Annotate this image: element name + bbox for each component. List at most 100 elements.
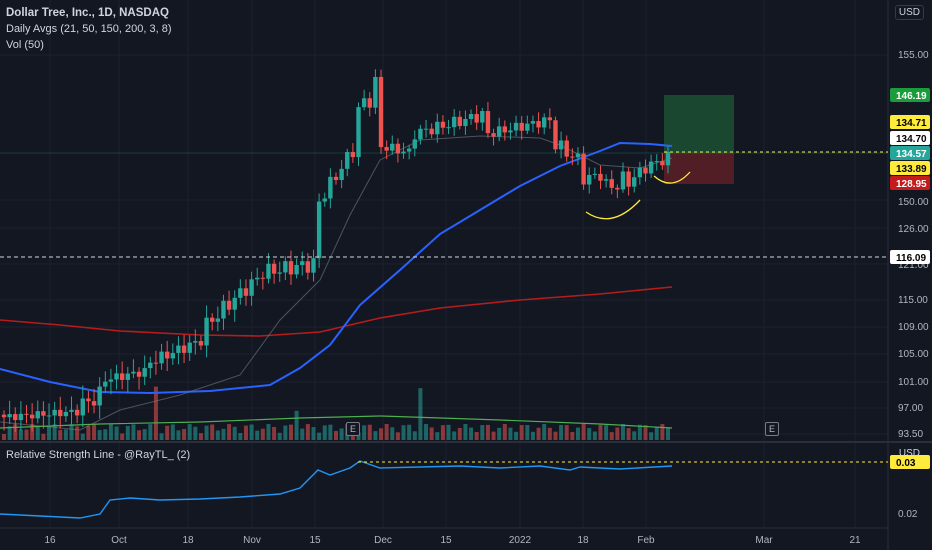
- candle-body: [632, 177, 637, 187]
- candle-body: [446, 127, 451, 129]
- candle-body: [328, 176, 333, 199]
- volume-bar: [452, 431, 457, 440]
- volume-legend[interactable]: Vol (50): [6, 39, 44, 51]
- candle-body: [114, 373, 119, 380]
- candle-body: [587, 174, 592, 185]
- candle-body: [536, 121, 541, 128]
- candle-body: [480, 111, 485, 123]
- volume-bar: [165, 425, 170, 440]
- price-axis-label: 109.00: [898, 322, 929, 333]
- volume-bar: [159, 433, 164, 440]
- volume-bar: [649, 432, 654, 440]
- rsl-legend[interactable]: Relative Strength Line - @RayTL_ (2): [6, 449, 191, 461]
- candle-body: [277, 272, 282, 274]
- volume-bar: [502, 424, 507, 440]
- volume-bar: [362, 425, 367, 440]
- volume-bar: [474, 431, 479, 440]
- volume-bar: [654, 427, 659, 440]
- price-axis-label: 97.00: [898, 403, 923, 414]
- rsl-axis-label: 0.02: [898, 509, 918, 520]
- volume-bar: [637, 424, 642, 440]
- symbol-title[interactable]: Dollar Tree, Inc., 1D, NASDAQ: [6, 7, 169, 19]
- candle-body: [35, 411, 40, 419]
- volume-bar: [440, 425, 445, 440]
- candle-body: [609, 179, 614, 188]
- volume-bar: [553, 431, 558, 440]
- volume-bar: [367, 424, 372, 440]
- volume-bar: [114, 426, 119, 440]
- volume-bar: [80, 433, 85, 440]
- candle-body: [176, 345, 181, 353]
- candle-body: [260, 277, 266, 279]
- candle-body: [193, 341, 198, 343]
- price-axis-label: 115.00: [898, 295, 928, 306]
- volume-bar: [210, 424, 215, 440]
- candle-body: [181, 345, 187, 353]
- price-axis-label: 155.00: [898, 50, 929, 61]
- volume-bar: [322, 425, 327, 440]
- candle-body: [665, 151, 671, 166]
- volume-bar: [356, 432, 361, 440]
- candle-body: [198, 341, 204, 346]
- price-tag-label-p1: 134.71: [896, 118, 927, 129]
- volume-bar: [305, 424, 310, 440]
- candle-body: [91, 401, 97, 406]
- candle-body: [164, 351, 170, 359]
- candle-body: [243, 288, 249, 296]
- volume-bar: [485, 424, 490, 440]
- candle-body: [468, 114, 474, 119]
- candle-body: [654, 161, 659, 163]
- candle-body: [333, 176, 339, 181]
- ma-150-line: [0, 286, 673, 337]
- volume-bar: [581, 424, 586, 440]
- volume-bars: [2, 386, 670, 440]
- volume-bar: [125, 425, 130, 440]
- annotations: [0, 151, 888, 463]
- candle-body: [350, 151, 356, 158]
- volume-bar: [559, 424, 564, 440]
- volume-bar: [58, 429, 63, 440]
- candle-body: [575, 153, 581, 158]
- volume-bar: [632, 431, 637, 440]
- volume-bar: [137, 430, 142, 440]
- candle-body: [620, 171, 626, 190]
- volume-bar: [407, 424, 412, 440]
- volume-bar: [63, 429, 68, 440]
- volume-bar: [120, 433, 125, 440]
- volume-bar: [52, 424, 57, 440]
- volume-bar: [288, 424, 293, 440]
- volume-bar: [2, 434, 6, 440]
- candle-body: [564, 140, 569, 157]
- volume-bar: [536, 427, 541, 440]
- volume-bar: [272, 426, 277, 440]
- candle-body: [24, 413, 29, 415]
- candle-body: [187, 342, 192, 353]
- candle-body: [643, 167, 648, 174]
- time-axis-label: 18: [182, 535, 194, 546]
- candle-body: [97, 386, 102, 406]
- time-axis-label: Mar: [755, 535, 773, 546]
- volume-bar: [339, 428, 344, 440]
- time-axis-label: 21: [849, 535, 861, 546]
- candle-body: [80, 398, 85, 416]
- candle-body: [238, 288, 243, 298]
- candle-body: [266, 263, 271, 279]
- volume-bar: [170, 424, 175, 440]
- volume-bar: [30, 424, 35, 440]
- daily-avgs-legend[interactable]: Daily Avgs (21, 50, 150, 200, 3, 8): [6, 23, 172, 35]
- earnings-marker-upcoming[interactable]: E: [765, 422, 779, 436]
- candle-body: [170, 352, 176, 359]
- candle-body: [502, 126, 508, 133]
- candle-body: [74, 409, 80, 416]
- candle-body: [153, 362, 159, 364]
- volume-bar: [108, 424, 113, 440]
- volume-bar: [35, 426, 40, 440]
- candle-body: [221, 300, 226, 319]
- volume-bar: [480, 425, 485, 440]
- currency-selector[interactable]: USD: [894, 5, 924, 20]
- candle-body: [603, 179, 609, 181]
- earnings-marker[interactable]: E: [346, 422, 360, 436]
- price-axis-label: 93.50: [898, 429, 923, 440]
- volume-bar: [243, 425, 248, 440]
